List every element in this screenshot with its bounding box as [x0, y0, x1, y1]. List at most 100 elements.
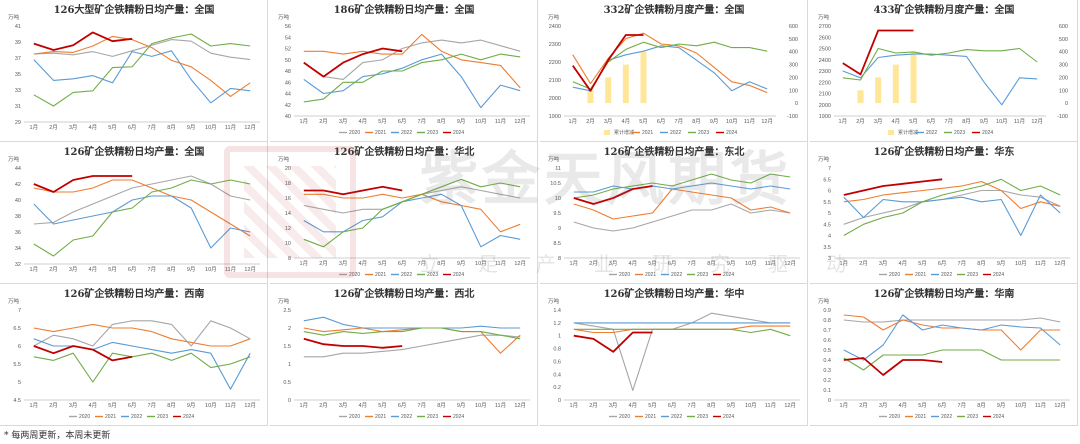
- x-tick-label: 12月: [1031, 118, 1043, 125]
- x-tick-label: 4月: [899, 402, 908, 409]
- x-tick-label: 4月: [899, 260, 908, 267]
- bar-mark: [587, 90, 594, 104]
- y-tick-label: 4.5: [13, 398, 21, 404]
- x-tick-label: 12月: [761, 118, 773, 125]
- y-tick-label: 3.5: [823, 245, 831, 251]
- x-tick-label: 11月: [225, 266, 236, 273]
- y-tick-label: 0.4: [823, 358, 831, 364]
- y-tick-label: 5: [18, 380, 21, 386]
- series-line: [843, 189, 1061, 225]
- y-tick-label: 2300: [549, 42, 561, 48]
- legend-label: 2024: [993, 272, 1004, 278]
- y-axis-unit: 万吨: [818, 297, 830, 305]
- x-tick-label: 6月: [128, 124, 137, 131]
- y-tick-label: 31: [15, 104, 21, 110]
- y-tick-label: 0.9: [823, 308, 831, 314]
- y-tick-label: 1: [558, 334, 561, 340]
- legend-label: 2023: [697, 414, 708, 420]
- x-tick-label: 9月: [727, 260, 736, 267]
- y-tick-label: 44: [15, 166, 21, 172]
- y2-tick-label: 200: [1059, 75, 1068, 81]
- x-tick-label: 1月: [30, 402, 39, 409]
- x-tick-label: 4月: [629, 260, 638, 267]
- y-tick-label: 0.6: [553, 359, 561, 365]
- chart-title: 126矿企铁精粉日均产量：华东: [874, 145, 1015, 158]
- legend-label: 2024: [183, 414, 194, 420]
- x-tick-label: 1月: [570, 402, 579, 409]
- series-line: [33, 345, 133, 362]
- series-line: [843, 317, 1061, 323]
- x-tick-label: 11月: [1035, 402, 1046, 409]
- x-tick-label: 7月: [148, 124, 157, 131]
- legend-label: 2024: [726, 130, 737, 136]
- legend-label: 2022: [670, 130, 681, 136]
- x-tick-label: 5月: [108, 402, 117, 409]
- x-tick-label: 12月: [1054, 260, 1066, 267]
- series-line: [843, 178, 943, 196]
- legend-label: 2023: [157, 414, 168, 420]
- x-tick-label: 1月: [300, 260, 309, 267]
- y-tick-label: 42: [15, 182, 21, 188]
- x-tick-label: 10月: [475, 260, 487, 267]
- x-tick-label: 3月: [69, 124, 78, 131]
- x-tick-label: 12月: [514, 118, 526, 125]
- y-tick-label: 36: [15, 230, 21, 236]
- x-tick-label: 12月: [244, 124, 256, 131]
- x-tick-label: 9月: [997, 402, 1006, 409]
- series-line: [33, 31, 133, 51]
- y-axis-unit: 万吨: [278, 13, 290, 21]
- bar-mark: [640, 51, 647, 104]
- x-tick-label: 8月: [707, 402, 716, 409]
- x-tick-label: 3月: [879, 402, 888, 409]
- chart-title: 126矿企铁精粉日均产量：西北: [334, 287, 475, 300]
- x-tick-label: 6月: [398, 402, 407, 409]
- y-tick-label: 4: [828, 234, 831, 240]
- series-line: [303, 53, 521, 103]
- series-line: [303, 33, 521, 89]
- series-line: [303, 53, 521, 109]
- series-line: [33, 179, 251, 257]
- y2-tick-label: 200: [789, 75, 798, 81]
- x-tick-label: 5月: [648, 402, 657, 409]
- y-axis-unit: 万吨: [8, 13, 20, 21]
- legend-label: 2020: [79, 414, 90, 420]
- x-tick-label: 5月: [639, 118, 648, 125]
- chart-panel: 332矿企铁精粉月度产量：全国 万吨 -100 0 100 200 300 400 500 600…: [540, 0, 808, 142]
- legend-label: 2024: [993, 414, 1004, 420]
- series-line: [303, 39, 521, 80]
- x-tick-label: 10月: [1015, 260, 1027, 267]
- x-tick-label: 3月: [339, 260, 348, 267]
- y-tick-label: 0.3: [823, 368, 831, 374]
- x-tick-label: 9月: [997, 260, 1006, 267]
- series-line: [33, 175, 251, 225]
- legend-label: 2020: [619, 272, 630, 278]
- y-tick-label: 1900: [819, 114, 831, 120]
- chart-panel: 126矿企铁精粉日均产量：西北 万吨 0 0.5 1 1.5 2 2.5 1月 2月 3月 4月 5月 6…: [270, 284, 538, 426]
- y-tick-label: 33: [15, 88, 21, 94]
- y-tick-label: 9: [558, 226, 561, 232]
- x-tick-label: 12月: [514, 260, 526, 267]
- y-tick-label: 2200: [819, 80, 831, 86]
- legend-label: 2020: [349, 414, 360, 420]
- x-tick-label: 2月: [586, 118, 595, 125]
- y-tick-label: 2100: [819, 92, 831, 98]
- y2-tick-label: 600: [789, 24, 798, 30]
- y-tick-label: 0: [828, 398, 831, 404]
- legend-label: 2021: [105, 414, 116, 420]
- y-axis-unit: 万吨: [8, 297, 20, 305]
- series-line: [33, 320, 251, 347]
- legend-label: 2021: [645, 414, 656, 420]
- legend-label: 2023: [967, 414, 978, 420]
- y-tick-label: 1.4: [553, 308, 561, 314]
- legend-label: 2022: [401, 414, 412, 420]
- y-tick-label: 8: [558, 256, 561, 262]
- x-tick-label: 10月: [205, 402, 217, 409]
- series-line: [573, 328, 791, 337]
- legend-label: 2021: [642, 130, 653, 136]
- legend-label: 2023: [427, 272, 438, 278]
- y2-tick-label: 600: [1059, 24, 1068, 30]
